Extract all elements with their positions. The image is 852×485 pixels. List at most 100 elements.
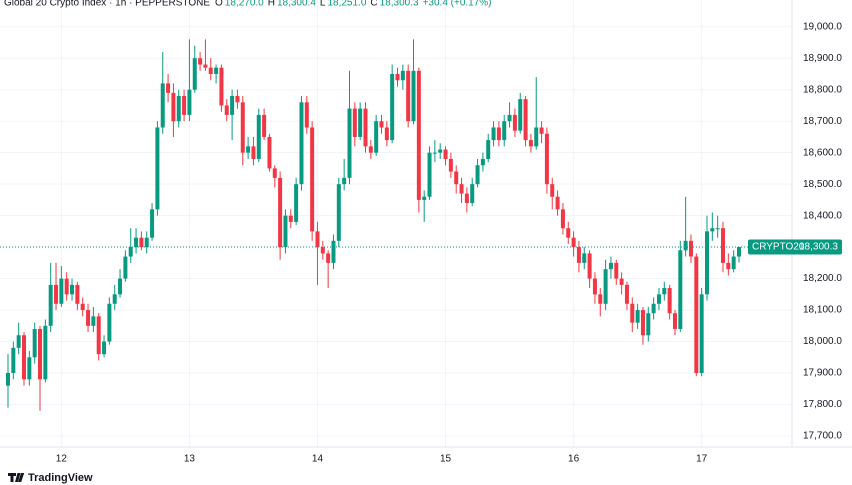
candle-body (70, 284, 75, 295)
candle-body (262, 114, 267, 137)
price-value: 18,300.3 (799, 242, 838, 253)
candle-body (432, 152, 437, 154)
candle-body (86, 310, 91, 326)
candle-body (512, 114, 517, 131)
y-tick-label: 18,200.0 (803, 273, 842, 284)
candle-body (635, 310, 640, 323)
candle-body (534, 127, 539, 147)
candle-body (166, 83, 171, 93)
brand-logo: TradingView (8, 472, 93, 484)
candle-body (587, 253, 592, 279)
candle-body (91, 316, 96, 326)
candle-body (662, 288, 667, 295)
candle-body (454, 171, 459, 185)
candle-body (374, 121, 379, 153)
candle-body (256, 114, 261, 159)
candle-body (331, 240, 336, 263)
candle-body (208, 67, 213, 74)
candle-body (539, 127, 544, 134)
candle-body (598, 294, 603, 304)
candle-body (448, 158, 453, 172)
candle-body (406, 70, 411, 122)
candle-body (502, 121, 507, 141)
candle-body (198, 58, 203, 65)
candle-body (240, 102, 245, 153)
candle-body (299, 102, 304, 185)
ohlc-name: H (268, 0, 275, 9)
y-tick-label: 18,100.0 (803, 305, 842, 316)
candle-body (176, 96, 181, 122)
candle-body (347, 108, 352, 178)
ohlc-value: 18,251.0 (327, 0, 366, 9)
candle-body (144, 237, 149, 248)
candle-body (507, 114, 512, 122)
candle-body (160, 83, 165, 128)
candle-body (496, 127, 501, 141)
ohlc-value: 18,300.3 (380, 0, 419, 9)
candle-body (326, 253, 331, 263)
candle-body (640, 310, 645, 336)
candle-body (134, 237, 139, 248)
candle-body (214, 67, 219, 74)
candle-body (400, 70, 405, 81)
candle-body (704, 231, 709, 295)
candle-body (75, 284, 80, 304)
candle-body (219, 67, 224, 106)
candle-body (379, 121, 384, 128)
candle-body (192, 58, 197, 90)
price-label-box (748, 239, 842, 255)
candle-body (118, 278, 123, 295)
candle-body (550, 184, 555, 197)
x-tick-label: 16 (568, 454, 580, 465)
candle-body (518, 99, 523, 131)
candle-body (278, 177, 283, 248)
y-tick-label: 18,900.0 (803, 53, 842, 64)
candle-body (523, 99, 528, 141)
candle-body (491, 127, 496, 141)
y-tick-label: 18,500.0 (803, 179, 842, 190)
candle-body (411, 70, 416, 122)
candle-body (230, 96, 235, 115)
candles (6, 39, 741, 411)
header: Global 20 Crypto Index · 1h · PEPPERSTON… (4, 0, 492, 9)
x-tick-label: 14 (312, 454, 324, 465)
candle-body (38, 328, 43, 380)
candle-body (528, 140, 533, 147)
candle-body (475, 165, 480, 185)
candle-body (486, 140, 491, 159)
candle-body (715, 228, 720, 230)
candle-body (731, 256, 736, 270)
candle-body (43, 325, 48, 380)
x-tick-label: 13 (184, 454, 196, 465)
candle-body (320, 247, 325, 254)
candle-body (155, 127, 160, 210)
ohlc-name: C (370, 0, 377, 9)
candle-body (672, 313, 677, 329)
brand-icon (8, 473, 25, 482)
candle-body (22, 335, 27, 380)
y-tick-label: 18,400.0 (803, 210, 842, 221)
candle-body (96, 316, 101, 355)
candle-body (251, 146, 256, 159)
ohlc-value: 18,300.4 (277, 0, 316, 9)
candle-body (224, 105, 229, 115)
y-tick-label: 18,700.0 (803, 116, 842, 127)
candle-body (438, 149, 443, 153)
ohlc-name: L (320, 0, 326, 9)
brand-name: TradingView (28, 472, 93, 484)
x-tick-label: 12 (56, 454, 68, 465)
candle-body (59, 278, 64, 304)
candle-body (171, 92, 176, 122)
candle-body (112, 294, 117, 304)
candle-body (6, 373, 10, 386)
candle-body (683, 240, 688, 251)
candle-body (363, 108, 368, 147)
candle-body (16, 335, 21, 348)
candle-body (576, 247, 581, 263)
candle-body (272, 168, 277, 178)
candle-body (582, 253, 587, 263)
candle-body (310, 127, 315, 232)
candle-body (139, 237, 144, 248)
y-tick-label: 17,800.0 (803, 399, 842, 410)
